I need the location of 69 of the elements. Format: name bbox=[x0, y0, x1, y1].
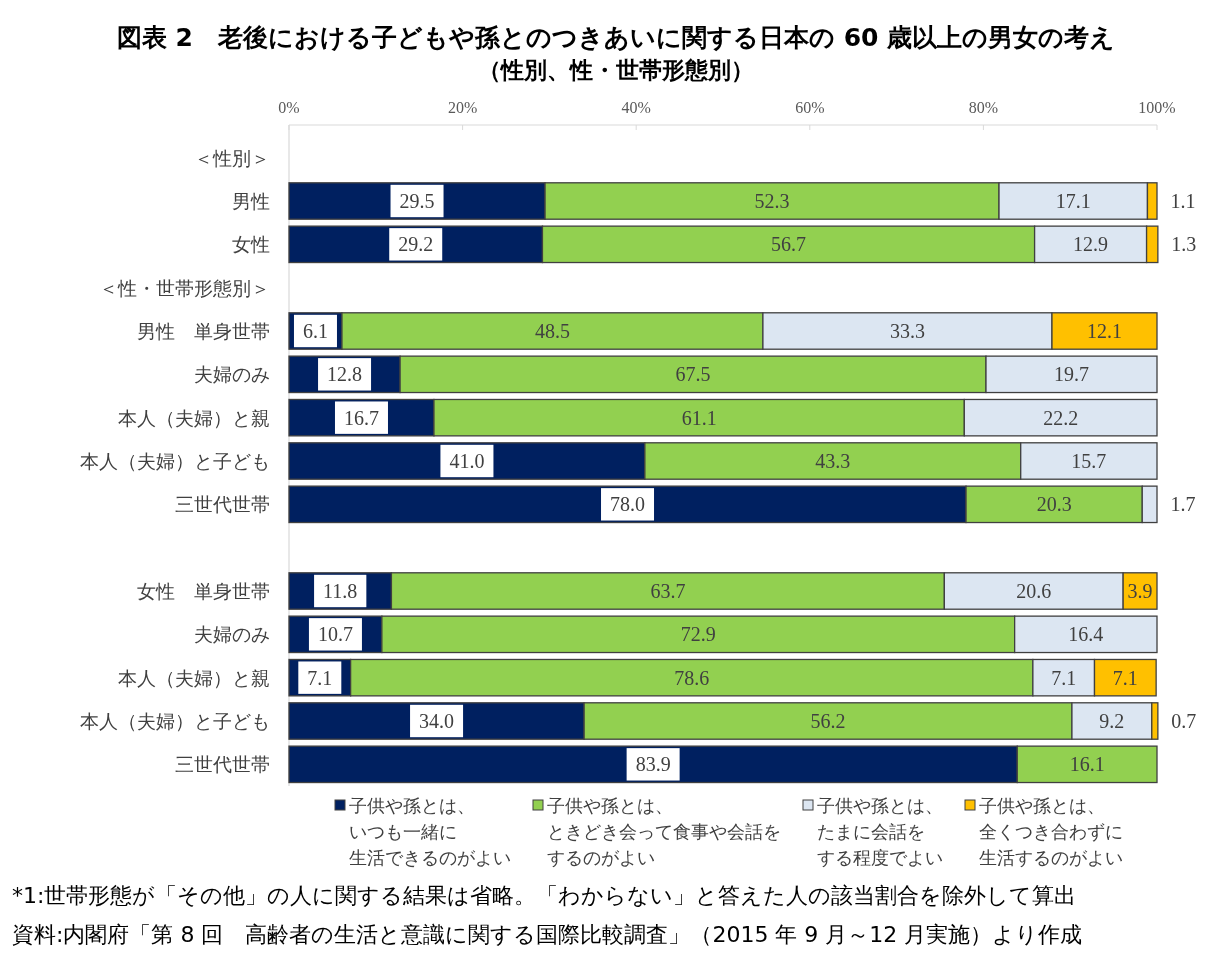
category-label: 女性 単身世帯 bbox=[137, 580, 270, 602]
data-label: 29.2 bbox=[398, 233, 434, 256]
data-label: 12.9 bbox=[1073, 233, 1109, 256]
legend-label: 子供や孫とは、たまに会話をする程度でよい bbox=[817, 795, 943, 868]
data-label: 3.9 bbox=[1127, 580, 1153, 602]
data-label: 0.7 bbox=[1171, 710, 1197, 732]
data-label: 1.7 bbox=[1170, 493, 1196, 516]
data-label: 41.0 bbox=[449, 450, 485, 472]
data-label: 16.1 bbox=[1069, 753, 1105, 776]
subtitle: （性別、性・世帯形態別） bbox=[478, 57, 754, 83]
data-label: 43.3 bbox=[815, 450, 851, 472]
data-label: 34.0 bbox=[419, 710, 455, 732]
data-label: 15.7 bbox=[1071, 450, 1107, 472]
data-label: 7.1 bbox=[1051, 666, 1077, 689]
category-label: ＜性別＞ bbox=[194, 146, 270, 169]
category-label: 本人（夫婦）と親 bbox=[118, 666, 270, 689]
data-label: 11.8 bbox=[323, 580, 358, 602]
category-label: 男性 単身世帯 bbox=[137, 320, 270, 342]
data-label: 12.8 bbox=[327, 363, 363, 386]
data-label: 12.1 bbox=[1087, 320, 1122, 342]
tick-label: 80% bbox=[968, 99, 999, 116]
category-label: 夫婦のみ bbox=[194, 363, 270, 386]
legend-label: 子供や孫とは、いつも一緒に生活できるのがよい bbox=[349, 795, 511, 868]
category-label: 本人（夫婦）と子ども bbox=[80, 710, 270, 732]
data-label: 17.1 bbox=[1055, 190, 1091, 212]
category-label: 本人（夫婦）と子ども bbox=[80, 450, 270, 472]
legend-label: 子供や孫とは、全くつき合わずに生活するのがよい bbox=[979, 795, 1123, 868]
data-label: 67.5 bbox=[675, 363, 711, 386]
tick-label: 60% bbox=[795, 99, 825, 116]
data-label: 78.6 bbox=[674, 666, 710, 689]
data-label: 1.3 bbox=[1171, 233, 1197, 256]
tick-label: 0% bbox=[278, 99, 300, 116]
category-label: 三世代世帯 bbox=[175, 753, 270, 776]
data-label: 19.7 bbox=[1054, 363, 1089, 386]
legend-label: 子供や孫とは、ときどき会って食事や会話をするのがよい bbox=[547, 795, 781, 868]
data-label: 56.2 bbox=[810, 710, 846, 732]
data-label: 29.5 bbox=[399, 190, 435, 212]
data-label: 48.5 bbox=[534, 320, 570, 342]
category-label: 女性 bbox=[232, 233, 270, 256]
data-label: 61.1 bbox=[681, 406, 717, 429]
annotation: 資料:内閣府「第 8 回 高齢者の生活と意識に関する国際比較調査」（2015 年 9 月～12 月実施）より作成 bbox=[12, 922, 1083, 947]
category-label: 男性 bbox=[232, 190, 270, 212]
tick-label: 40% bbox=[621, 99, 651, 116]
data-label: 56.7 bbox=[771, 233, 807, 256]
annotation: *1:世帯形態が「その他」の人に関する結果は省略。「わからない」と答えた人の該当割合を除外して算出 bbox=[12, 883, 1077, 908]
data-label: 22.2 bbox=[1043, 406, 1079, 429]
category-label: ＜性・世帯形態別＞ bbox=[99, 276, 270, 299]
data-label: 78.0 bbox=[610, 493, 645, 516]
data-label: 33.3 bbox=[889, 320, 925, 342]
data-label: 72.9 bbox=[680, 623, 716, 646]
data-label: 1.1 bbox=[1170, 190, 1196, 212]
data-label: 16.4 bbox=[1068, 623, 1104, 646]
title: 図表 2 老後における子どもや孫とのつきあいに関する日本の 60 歳以上の男女の考え bbox=[116, 23, 1116, 52]
category-label: 夫婦のみ bbox=[194, 623, 270, 646]
data-label: 63.7 bbox=[650, 580, 686, 602]
category-label: 三世代世帯 bbox=[175, 493, 270, 516]
data-label: 7.1 bbox=[307, 666, 333, 689]
data-label: 6.1 bbox=[302, 320, 328, 342]
data-label: 20.6 bbox=[1016, 580, 1052, 602]
category-label: 本人（夫婦）と親 bbox=[118, 406, 270, 429]
data-label: 20.3 bbox=[1036, 493, 1072, 516]
data-label: 16.7 bbox=[344, 406, 379, 429]
tick-label: 20% bbox=[447, 99, 478, 116]
data-label: 83.9 bbox=[635, 753, 671, 776]
data-label: 10.7 bbox=[317, 623, 353, 646]
data-label: 7.1 bbox=[1112, 666, 1138, 689]
data-label: 52.3 bbox=[754, 190, 790, 212]
data-label: 9.2 bbox=[1099, 710, 1125, 732]
tick-label: 100% bbox=[1138, 99, 1176, 116]
